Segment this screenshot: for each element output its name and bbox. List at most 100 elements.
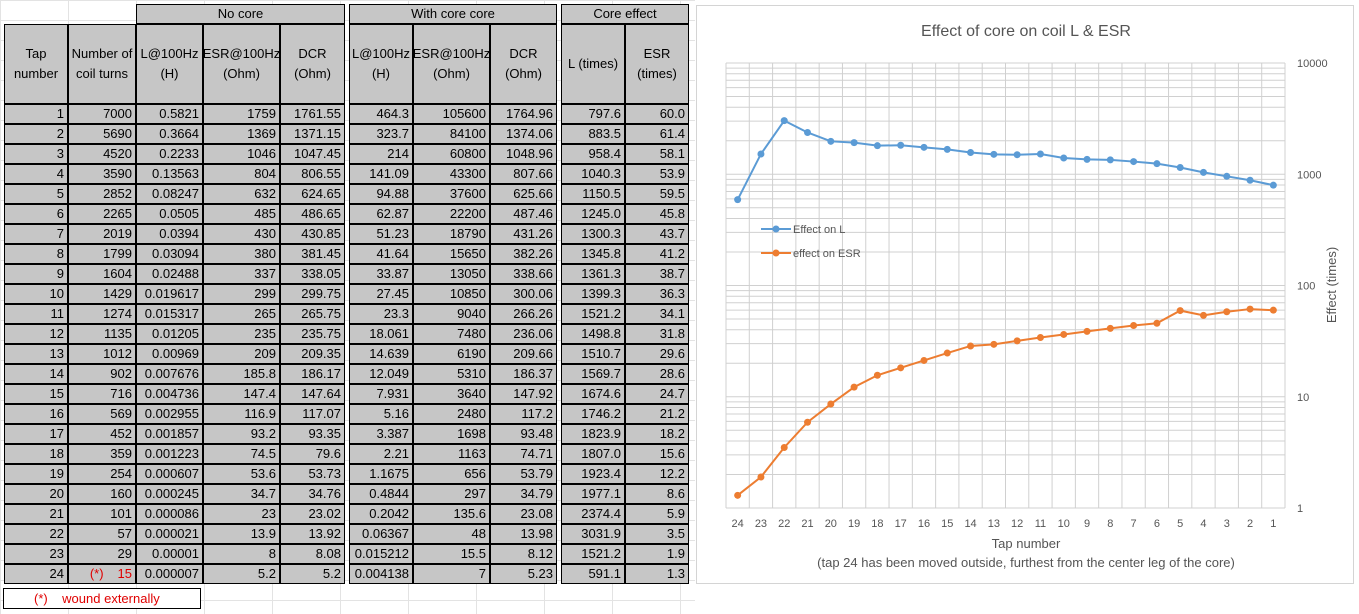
table-cell[interactable]: 57 xyxy=(68,524,136,544)
table-cell[interactable]: 5.16 xyxy=(349,404,413,424)
table-cell[interactable]: 1300.3 xyxy=(561,224,625,244)
table-cell[interactable]: 8 xyxy=(4,244,68,264)
table-cell[interactable]: 34.79 xyxy=(490,484,557,504)
table-cell[interactable]: 5310 xyxy=(413,364,490,384)
table-cell[interactable]: 38.7 xyxy=(625,264,689,284)
table-cell[interactable]: 1.9 xyxy=(625,544,689,564)
table-cell[interactable]: 1399.3 xyxy=(561,284,625,304)
table-cell[interactable]: 18.2 xyxy=(625,424,689,444)
table-cell[interactable]: 18790 xyxy=(413,224,490,244)
table-cell[interactable]: 3 xyxy=(4,144,68,164)
sub-header-1[interactable]: ESR@100Hz (Ohm) xyxy=(203,24,280,104)
group-header-core-effect[interactable]: Core effect xyxy=(561,4,689,24)
table-cell[interactable]: 487.46 xyxy=(490,204,557,224)
table-cell[interactable]: 79.6 xyxy=(280,444,345,464)
table-cell[interactable]: 632 xyxy=(203,184,280,204)
table-cell[interactable]: 266.26 xyxy=(490,304,557,324)
table-cell[interactable]: 1923.4 xyxy=(561,464,625,484)
table-cell[interactable]: 359 xyxy=(68,444,136,464)
table-cell[interactable]: 1761.55 xyxy=(280,104,345,124)
table-cell[interactable]: 9040 xyxy=(413,304,490,324)
table-cell[interactable]: 797.6 xyxy=(561,104,625,124)
table-cell[interactable]: 902 xyxy=(68,364,136,384)
table-cell[interactable]: 1799 xyxy=(68,244,136,264)
table-cell[interactable]: 0.13563 xyxy=(136,164,203,184)
table-cell[interactable]: 23 xyxy=(4,544,68,564)
header-coil-turns[interactable]: Number of coil turns xyxy=(68,24,136,104)
table-cell[interactable]: 10 xyxy=(4,284,68,304)
table-cell[interactable]: 7000 xyxy=(68,104,136,124)
table-cell[interactable]: 18 xyxy=(4,444,68,464)
table-cell[interactable]: 51.23 xyxy=(349,224,413,244)
sub-header-4[interactable]: ESR@100Hz (Ohm) xyxy=(413,24,490,104)
table-cell[interactable]: 209 xyxy=(203,344,280,364)
table-cell[interactable]: 36.3 xyxy=(625,284,689,304)
table-cell[interactable]: 1764.96 xyxy=(490,104,557,124)
table-cell[interactable]: 569 xyxy=(68,404,136,424)
table-cell[interactable]: 0.000245 xyxy=(136,484,203,504)
table-cell[interactable]: 13.9 xyxy=(203,524,280,544)
table-cell[interactable]: 5690 xyxy=(68,124,136,144)
table-cell[interactable]: 380 xyxy=(203,244,280,264)
table-cell[interactable]: 1369 xyxy=(203,124,280,144)
table-cell[interactable]: 1245.0 xyxy=(561,204,625,224)
table-cell[interactable]: 0.019617 xyxy=(136,284,203,304)
table-cell[interactable]: 1521.2 xyxy=(561,304,625,324)
table-cell[interactable]: 58.1 xyxy=(625,144,689,164)
table-cell[interactable]: 0.06367 xyxy=(349,524,413,544)
table-cell[interactable]: 15650 xyxy=(413,244,490,264)
table-cell[interactable]: 4520 xyxy=(68,144,136,164)
table-cell[interactable]: 23 xyxy=(203,504,280,524)
table-cell[interactable]: 1498.8 xyxy=(561,324,625,344)
table-cell[interactable]: 4 xyxy=(4,164,68,184)
table-cell[interactable]: 147.64 xyxy=(280,384,345,404)
table-cell[interactable]: 1374.06 xyxy=(490,124,557,144)
table-cell[interactable]: 0.000086 xyxy=(136,504,203,524)
table-cell[interactable]: 22200 xyxy=(413,204,490,224)
table-cell[interactable]: 1569.7 xyxy=(561,364,625,384)
table-cell[interactable]: 141.09 xyxy=(349,164,413,184)
table-cell[interactable]: 1361.3 xyxy=(561,264,625,284)
table-cell[interactable]: 53.9 xyxy=(625,164,689,184)
table-cell[interactable]: 0.03094 xyxy=(136,244,203,264)
table-cell[interactable]: 5.2 xyxy=(203,564,280,584)
table-cell[interactable]: 381.45 xyxy=(280,244,345,264)
table-cell[interactable]: 656 xyxy=(413,464,490,484)
sub-header-7[interactable]: ESR (times) xyxy=(625,24,689,104)
table-cell[interactable]: 6 xyxy=(4,204,68,224)
table-cell[interactable]: 117.2 xyxy=(490,404,557,424)
spreadsheet[interactable]: No core With core core Core effect Tap numb… xyxy=(0,0,695,614)
table-cell[interactable]: 93.48 xyxy=(490,424,557,444)
table-cell[interactable]: 1823.9 xyxy=(561,424,625,444)
table-cell[interactable]: 1371.15 xyxy=(280,124,345,144)
table-cell[interactable]: 485 xyxy=(203,204,280,224)
table-cell[interactable]: 235 xyxy=(203,324,280,344)
table-cell[interactable]: 1521.2 xyxy=(561,544,625,564)
table-cell[interactable]: 0.001223 xyxy=(136,444,203,464)
table-cell[interactable]: 147.4 xyxy=(203,384,280,404)
table-cell[interactable]: 0.3664 xyxy=(136,124,203,144)
table-cell[interactable]: 883.5 xyxy=(561,124,625,144)
table-cell[interactable]: 382.26 xyxy=(490,244,557,264)
table-cell[interactable]: 53.79 xyxy=(490,464,557,484)
table-cell[interactable]: 21 xyxy=(4,504,68,524)
table-cell[interactable]: 23.08 xyxy=(490,504,557,524)
table-cell[interactable]: 12.049 xyxy=(349,364,413,384)
table-cell[interactable]: 0.015317 xyxy=(136,304,203,324)
table-cell[interactable]: 7 xyxy=(4,224,68,244)
table-cell[interactable]: 0.002955 xyxy=(136,404,203,424)
table-cell[interactable]: 5.9 xyxy=(625,504,689,524)
table-cell[interactable]: 19 xyxy=(4,464,68,484)
table-cell[interactable]: 6190 xyxy=(413,344,490,364)
table-cell[interactable]: 338.05 xyxy=(280,264,345,284)
table-cell[interactable]: 299 xyxy=(203,284,280,304)
table-cell[interactable]: 5 xyxy=(4,184,68,204)
table-cell[interactable]: 3.387 xyxy=(349,424,413,444)
table-cell[interactable]: 53.6 xyxy=(203,464,280,484)
table-cell[interactable]: 1807.0 xyxy=(561,444,625,464)
table-cell[interactable]: 116.9 xyxy=(203,404,280,424)
table-cell[interactable]: 37600 xyxy=(413,184,490,204)
table-cell[interactable]: 0.4844 xyxy=(349,484,413,504)
table-cell[interactable]: 1759 xyxy=(203,104,280,124)
footnote-box[interactable]: (*) wound externally xyxy=(3,588,201,609)
